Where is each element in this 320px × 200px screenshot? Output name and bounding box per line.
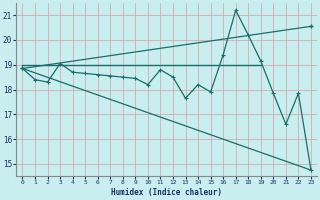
X-axis label: Humidex (Indice chaleur): Humidex (Indice chaleur): [111, 188, 222, 197]
